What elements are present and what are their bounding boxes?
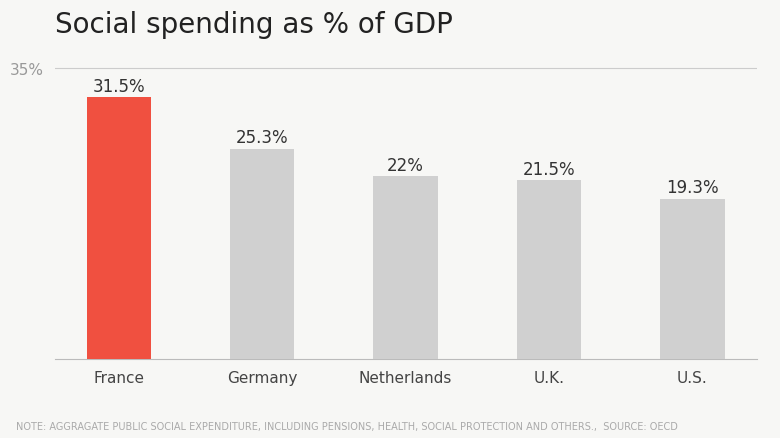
Text: 31.5%: 31.5% (93, 78, 145, 95)
Text: 22%: 22% (387, 156, 424, 174)
Bar (374, 177, 438, 359)
Bar (87, 98, 151, 359)
Bar (516, 181, 581, 359)
Bar (660, 199, 725, 359)
Text: NOTE: AGGRAGATE PUBLIC SOCIAL EXPENDITURE, INCLUDING PENSIONS, HEALTH, SOCIAL PR: NOTE: AGGRAGATE PUBLIC SOCIAL EXPENDITUR… (16, 421, 678, 431)
Text: 25.3%: 25.3% (236, 129, 289, 147)
Bar (230, 149, 295, 359)
Text: Social spending as % of GDP: Social spending as % of GDP (55, 11, 452, 39)
Text: 19.3%: 19.3% (666, 179, 718, 197)
Text: 21.5%: 21.5% (523, 161, 576, 179)
